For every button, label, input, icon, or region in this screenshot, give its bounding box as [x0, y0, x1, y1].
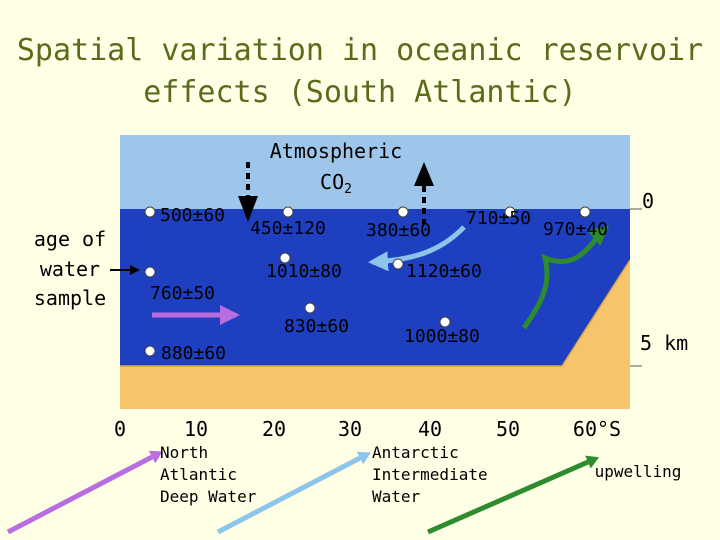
sample-point: [504, 206, 516, 218]
sample-point: [304, 302, 316, 314]
bottom-depth-label: 5 km: [640, 331, 688, 355]
latitude-axis: 0 10 20 30 40 50 60°S: [114, 417, 621, 441]
slide-title-line-1: Spatial variation in oceanic reservoir: [16, 33, 704, 68]
sample-point: [439, 316, 451, 328]
sample-age-label: 1000±80: [404, 326, 480, 347]
legend-label: Antarctic: [372, 443, 459, 462]
legend-arrowhead: [585, 455, 599, 469]
co2-downward-arrow: [238, 162, 258, 222]
latitude-tick-label: 30: [338, 417, 362, 441]
atmospheric-label: Atmospheric: [270, 139, 402, 163]
legend-arrowhead: [356, 451, 371, 465]
legend-label: Deep Water: [160, 487, 257, 506]
sample-point: [392, 258, 404, 270]
sample-age-label: 760±50: [150, 283, 215, 304]
sample-point: [279, 252, 291, 264]
legend-label: Intermediate: [372, 465, 488, 484]
slide-title-line-2: effects (South Atlantic): [143, 75, 577, 110]
co2-label: CO2: [320, 170, 352, 197]
latitude-tick-label: 10: [184, 417, 208, 441]
latitude-tick-label: 50: [496, 417, 520, 441]
age-label-line-1: age of: [34, 227, 106, 251]
legend-label: North: [160, 443, 208, 462]
age-label-line-3: sample: [34, 286, 106, 310]
sample-points: 500±60 450±120 380±60 710±50 970±40 760±50 101…: [144, 205, 608, 364]
upwelling-arrow: [521, 225, 610, 330]
sample-age-label: 880±60: [161, 343, 226, 364]
atmosphere-band: [120, 135, 630, 209]
sample-point: [144, 206, 156, 218]
sample-age-label: 500±60: [160, 205, 225, 226]
sample-point: [144, 345, 156, 357]
legend-label: upwelling: [595, 462, 682, 481]
age-pointer-arrow: [110, 265, 140, 275]
surface-depth-label: 0: [642, 189, 654, 213]
legend-arrowhead: [148, 450, 163, 464]
latitude-tick-label: 0: [114, 417, 126, 441]
sample-age-label: 830±60: [284, 316, 349, 337]
sample-point: [579, 206, 591, 218]
aaiw-flow-arrow: [368, 225, 466, 272]
legend-arrow: [216, 455, 362, 535]
legend-label: Atlantic: [160, 465, 237, 484]
age-label-line-2: water: [40, 257, 100, 281]
legend-label: Water: [372, 487, 421, 506]
sample-age-label: 710±50: [466, 208, 531, 229]
latitude-tick-label: 60°S: [573, 417, 621, 441]
sample-age-label: 380±60: [366, 220, 431, 241]
sample-point: [282, 206, 294, 218]
sample-age-label: 970±40: [543, 219, 608, 240]
sample-age-label: 450±120: [250, 218, 326, 239]
sample-point: [397, 206, 409, 218]
co2-upward-arrow: [414, 162, 434, 224]
latitude-tick-label: 40: [418, 417, 442, 441]
sample-point: [144, 266, 156, 278]
legend: North Atlantic Deep Water Antarctic Intermed…: [6, 443, 682, 535]
seafloor: [120, 260, 630, 409]
sample-age-label: 1120±60: [406, 261, 482, 282]
legend-arrow: [6, 454, 154, 535]
legend-arrow: [426, 459, 590, 535]
continental-slope-line: [561, 259, 631, 367]
sample-age-label: 1010±80: [266, 261, 342, 282]
latitude-tick-label: 20: [262, 417, 286, 441]
